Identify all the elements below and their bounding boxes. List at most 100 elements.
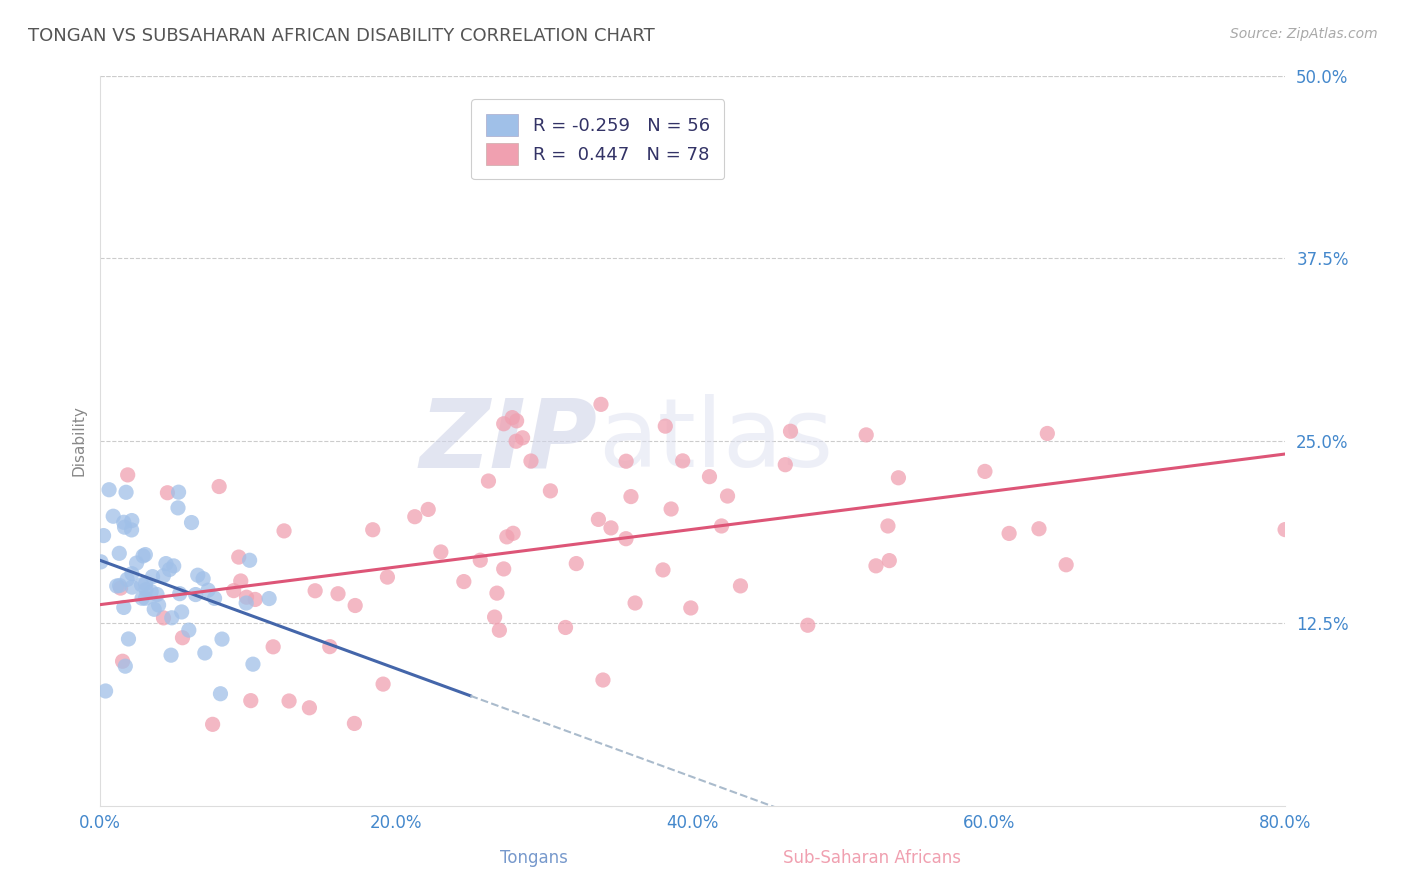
Point [554, 620, 576, 634]
Point [167, 485, 190, 500]
Point [492, 562, 515, 576]
Point [110, 581, 132, 595]
Point [404, 509, 426, 524]
Point [243, 592, 266, 607]
Point [273, 524, 295, 538]
Point [371, 677, 394, 691]
Point [877, 519, 900, 533]
Point [589, 397, 612, 411]
Point [204, 591, 226, 606]
Point [485, 586, 508, 600]
Point [492, 417, 515, 431]
Point [505, 414, 527, 428]
Point [141, 569, 163, 583]
Point [430, 545, 453, 559]
Point [495, 530, 517, 544]
Point [132, 549, 155, 563]
Point [112, 600, 135, 615]
Point [262, 640, 284, 654]
Point [877, 553, 900, 567]
Point [169, 587, 191, 601]
Point [775, 458, 797, 472]
Point [1054, 558, 1077, 572]
Point [114, 659, 136, 673]
Point [239, 693, 262, 707]
Point [194, 646, 217, 660]
Point [108, 578, 131, 592]
Point [167, 500, 190, 515]
Point [620, 490, 643, 504]
Point [600, 521, 623, 535]
Point [156, 485, 179, 500]
Point [298, 700, 321, 714]
Point [730, 579, 752, 593]
Point [94, 684, 117, 698]
Text: Sub-Saharan Africans: Sub-Saharan Africans [783, 849, 960, 867]
Point [488, 624, 510, 638]
Point [502, 526, 524, 541]
Point [131, 578, 153, 592]
Point [887, 471, 910, 485]
Point [115, 485, 138, 500]
Point [1036, 426, 1059, 441]
Point [710, 519, 733, 533]
Point [121, 523, 143, 537]
Point [304, 583, 326, 598]
Text: TONGAN VS SUBSAHARAN AFRICAN DISABILITY CORRELATION CHART: TONGAN VS SUBSAHARAN AFRICAN DISABILITY … [28, 27, 655, 45]
Point [235, 591, 257, 605]
Point [135, 582, 157, 597]
Point [184, 588, 207, 602]
Point [505, 434, 527, 449]
Point [377, 570, 399, 584]
Y-axis label: Disability: Disability [72, 405, 86, 476]
Point [112, 516, 135, 530]
Point [235, 596, 257, 610]
Point [652, 563, 675, 577]
Point [501, 410, 523, 425]
Point [155, 557, 177, 571]
Point [239, 553, 262, 567]
Point [344, 599, 367, 613]
Point [679, 601, 702, 615]
Point [654, 419, 676, 434]
Point [111, 654, 134, 668]
Point [229, 574, 252, 588]
Point [191, 572, 214, 586]
Point [134, 548, 156, 562]
Point [160, 611, 183, 625]
Point [121, 514, 143, 528]
Point [319, 640, 342, 654]
Point [974, 464, 997, 478]
Point [177, 623, 200, 637]
Point [699, 469, 721, 483]
Legend: R = -0.259   N = 56, R =  0.447   N = 78: R = -0.259 N = 56, R = 0.447 N = 78 [471, 99, 724, 179]
Point [672, 454, 695, 468]
Point [134, 576, 156, 591]
Point [114, 520, 136, 534]
Point [103, 509, 125, 524]
Point [588, 512, 610, 526]
Point [1274, 523, 1296, 537]
Text: Tongans: Tongans [501, 849, 568, 867]
Point [172, 631, 194, 645]
Point [211, 632, 233, 646]
Point [257, 591, 280, 606]
Point [855, 428, 877, 442]
Point [121, 580, 143, 594]
Point [361, 523, 384, 537]
Point [470, 553, 492, 567]
Point [141, 584, 163, 599]
Point [187, 568, 209, 582]
Point [152, 569, 174, 583]
Point [512, 431, 534, 445]
Point [520, 454, 543, 468]
Point [614, 454, 637, 468]
Point [117, 632, 139, 646]
Point [209, 687, 232, 701]
Point [659, 502, 682, 516]
Point [98, 483, 121, 497]
Point [998, 526, 1021, 541]
Point [152, 611, 174, 625]
Point [160, 648, 183, 663]
Point [326, 587, 349, 601]
